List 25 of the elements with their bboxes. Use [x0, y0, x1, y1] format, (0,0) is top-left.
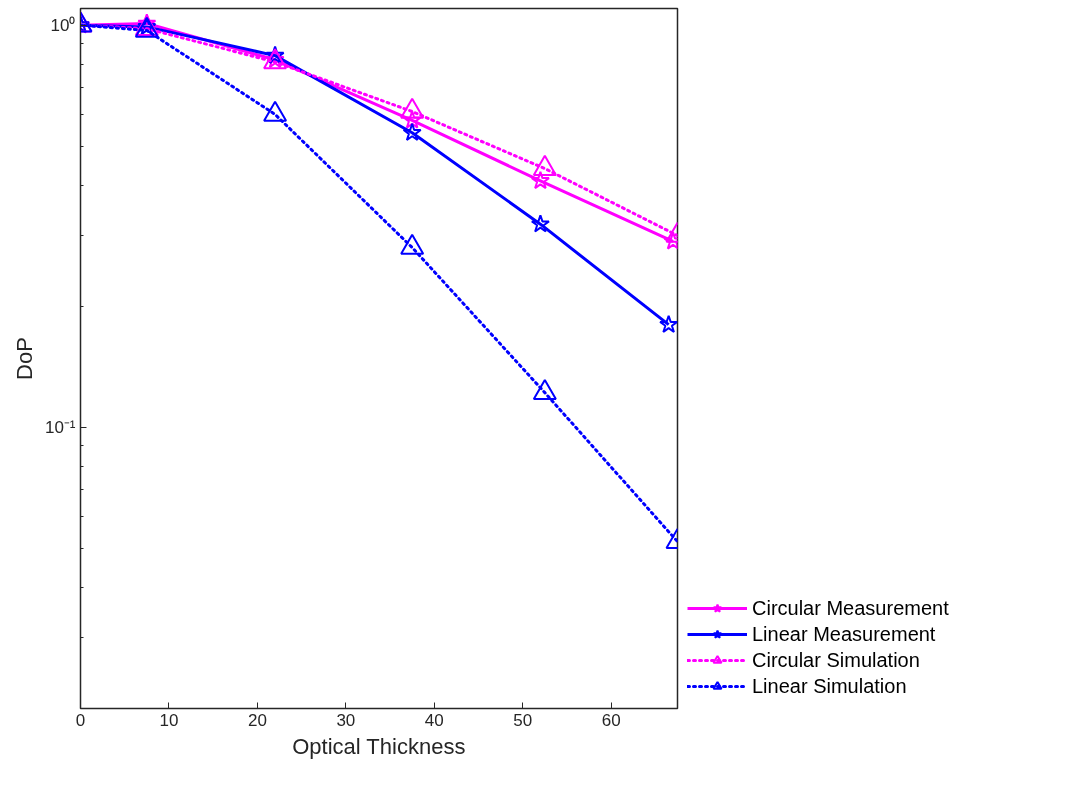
y-tick-label: 10⁻¹: [44, 417, 76, 437]
x-tick-label: 60: [601, 710, 621, 730]
y-tick-label: 10⁰: [50, 15, 76, 35]
point: [400, 233, 425, 255]
x-tick-label: 40: [424, 710, 444, 730]
x-tick-label: 10: [159, 710, 179, 730]
point: [402, 122, 422, 142]
x-tick-label: 30: [336, 710, 356, 730]
point: [402, 110, 422, 129]
point: [530, 214, 550, 233]
legend-label: Circular Measurement: [752, 596, 949, 620]
y-axis-title: DoP: [11, 337, 37, 380]
legend-label: Circular Simulation: [752, 648, 920, 672]
point: [263, 100, 288, 122]
legend-label: Linear Measurement: [752, 622, 936, 646]
point: [265, 45, 285, 64]
x-tick-label: 20: [247, 710, 267, 730]
x-tick-label: 0: [75, 710, 86, 730]
point: [532, 378, 557, 400]
x-axis-title: Optical Thickness: [292, 733, 466, 759]
point: [530, 170, 550, 190]
x-tick-label: 50: [513, 710, 533, 730]
point: [532, 154, 557, 176]
legend-label: Linear Simulation: [752, 674, 907, 698]
point: [659, 314, 678, 333]
